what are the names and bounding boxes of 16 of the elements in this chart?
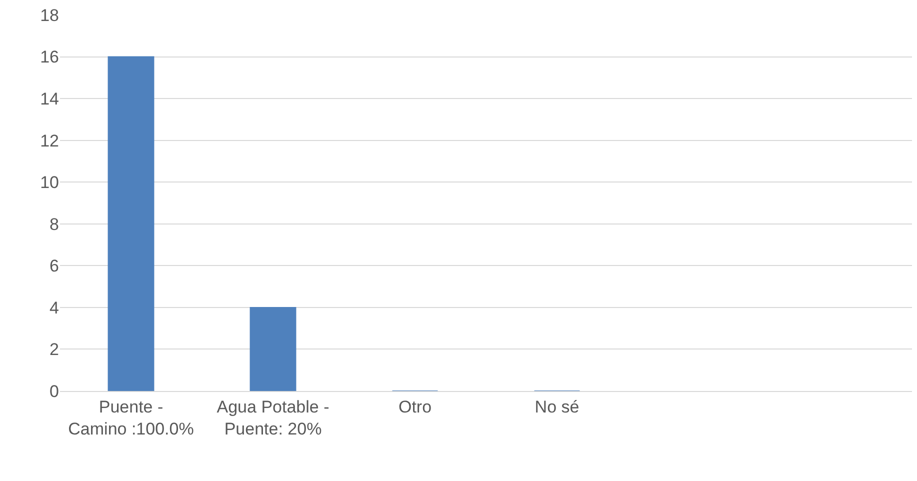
y-tick-label: 12 bbox=[40, 131, 59, 150]
y-tick-label: 4 bbox=[50, 298, 59, 318]
y-tick-label: 0 bbox=[50, 382, 59, 401]
y-tick-label: 8 bbox=[50, 214, 59, 234]
y-tick-label: 14 bbox=[40, 90, 59, 109]
bar bbox=[108, 56, 154, 391]
y-tick-label: 6 bbox=[50, 256, 59, 276]
bar bbox=[250, 306, 296, 391]
y-tick-label: 18 bbox=[40, 6, 59, 25]
x-tick-label: No sé bbox=[534, 397, 580, 416]
y-tick-label: 16 bbox=[40, 48, 59, 67]
y-tick-label: 10 bbox=[40, 173, 59, 192]
y-tick-label: 2 bbox=[50, 340, 59, 360]
x-tick-label: Otro bbox=[398, 397, 432, 416]
x-tick-label: Agua Potable - Puente: 20% bbox=[216, 397, 330, 438]
x-tick-label: Puente - Camino :100.0% bbox=[68, 397, 194, 438]
